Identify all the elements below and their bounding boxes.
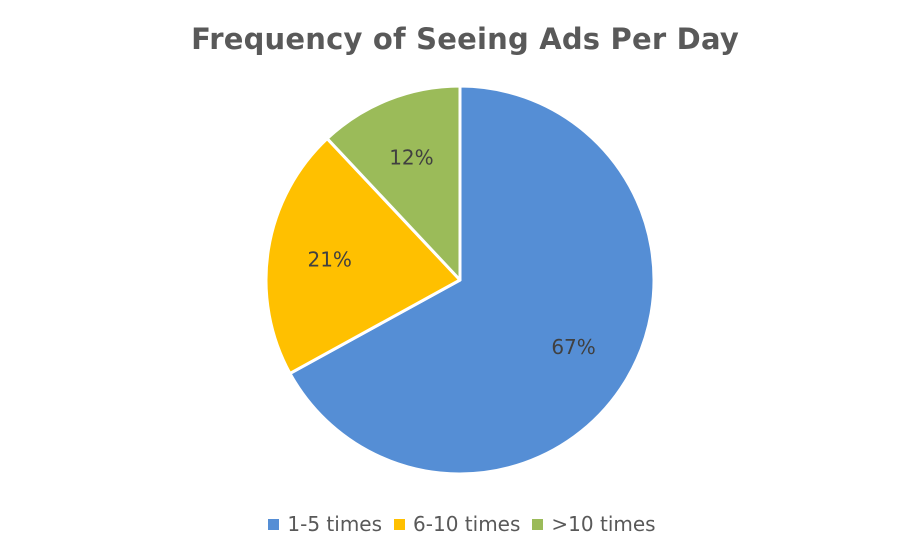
data-label-1-5-times: 67% (551, 335, 595, 359)
legend-swatch-1-5-times (268, 518, 280, 530)
legend-label-over-10-times: >10 times (551, 512, 656, 536)
pie-slice-over-10-times (325, 84, 462, 282)
legend-item-1-5-times: 1-5 times (268, 512, 382, 536)
chart-title: Frequency of Seeing Ads Per Day (191, 22, 739, 56)
legend-item-over-10-times: >10 times (532, 512, 656, 536)
data-label-6-10-times: 21% (307, 247, 351, 271)
pie-slice-6-10-times (264, 137, 462, 375)
legend-swatch-6-10-times (394, 518, 406, 530)
legend-swatch-over-10-times (532, 518, 544, 530)
pie-slice-1-5-times (288, 84, 656, 476)
legend: 1-5 times 6-10 times >10 times (0, 512, 900, 536)
legend-item-6-10-times: 6-10 times (394, 512, 520, 536)
data-label-over-10-times: 12% (389, 145, 433, 169)
legend-label-1-5-times: 1-5 times (287, 512, 383, 536)
legend-label-6-10-times: 6-10 times (413, 512, 521, 536)
